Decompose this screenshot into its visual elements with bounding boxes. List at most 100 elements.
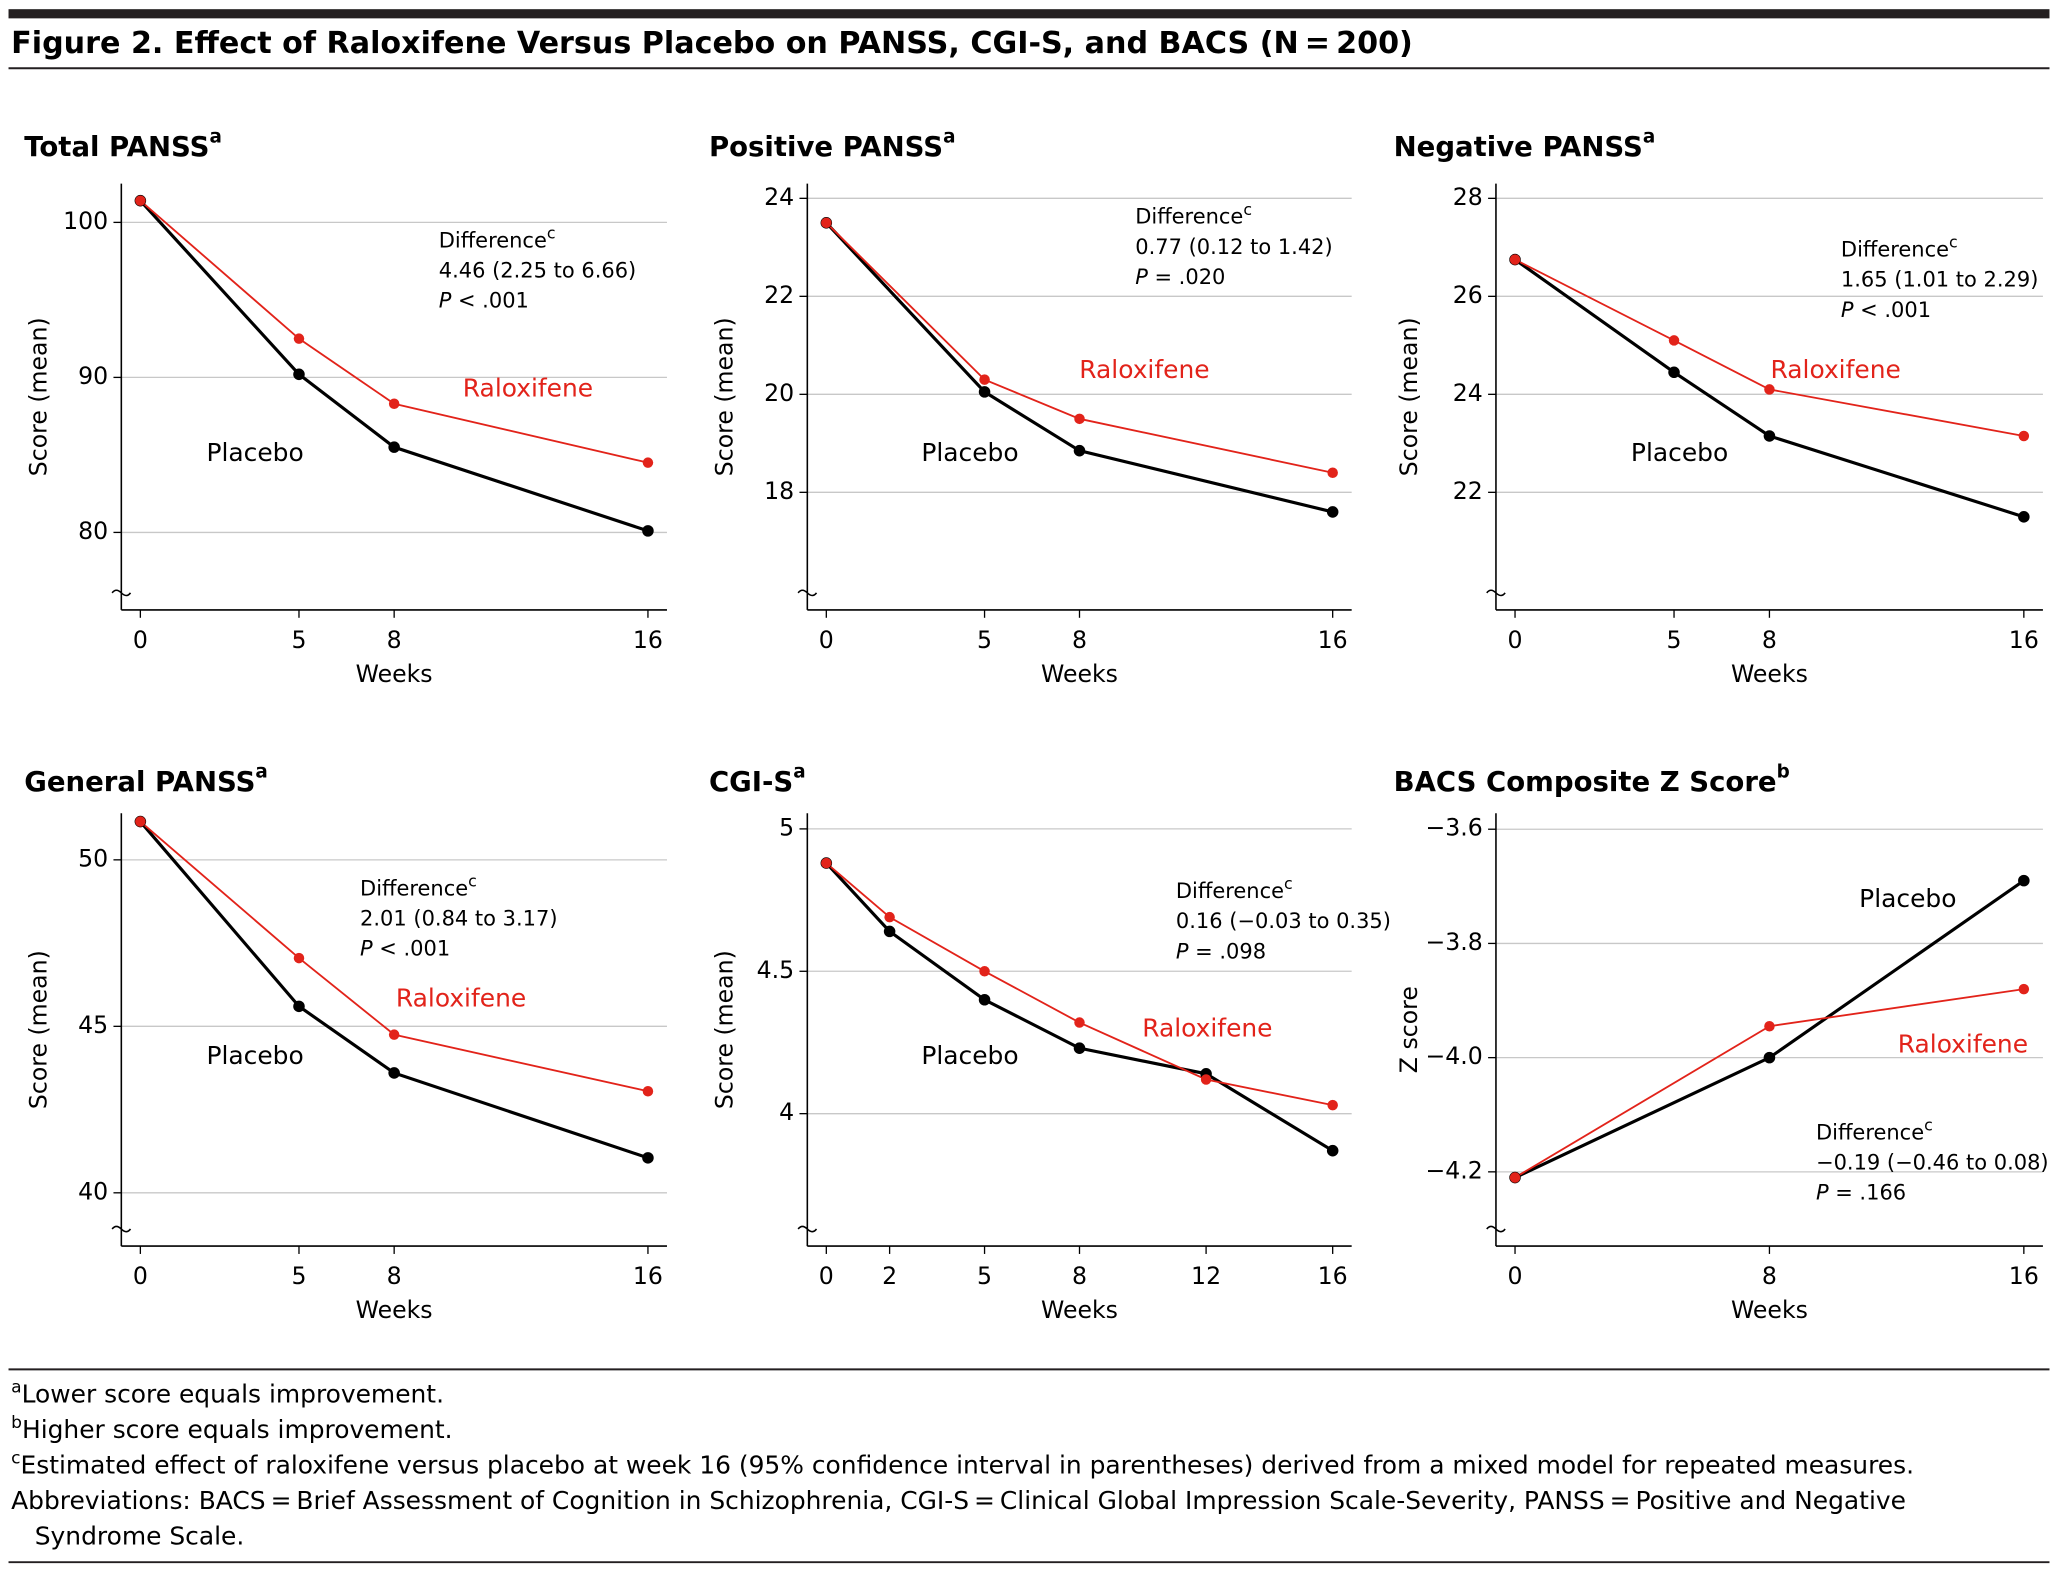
annotation-superscript: c: [1949, 232, 1958, 251]
x-tick-label: 0: [1508, 1262, 1523, 1290]
point: [978, 386, 991, 398]
panel-title: Negative PANSSa: [1394, 127, 1656, 163]
point: [1327, 467, 1338, 478]
annotation-label: Differencec: [1816, 1115, 1933, 1144]
panel-title: BACS Composite Z Scoreb: [1394, 762, 1790, 798]
x-tick-label: 12: [1191, 1262, 1221, 1290]
point: [388, 1029, 400, 1040]
annotation-estimate: 4.46 (2.25 to 6.66): [439, 259, 636, 283]
point: [2018, 511, 2030, 523]
y-axis-label: Score (mean): [711, 317, 739, 476]
annotation-text: Difference: [360, 876, 468, 900]
series-label: Placebo: [206, 1041, 303, 1070]
annotation-estimate: −0.19 (−0.46 to 0.08): [1816, 1150, 2049, 1174]
title-superscript: a: [793, 762, 805, 783]
point: [2018, 983, 2030, 995]
annotation-p: P = .020: [1135, 265, 1225, 289]
axis-break: [111, 1225, 132, 1233]
series-label: Placebo: [921, 1041, 1018, 1070]
axis-break: [797, 1225, 818, 1233]
annotation-label: Differencec: [439, 223, 556, 252]
point: [1509, 1172, 1521, 1183]
point: [2018, 874, 2030, 887]
figure-title: Figure 2. Effect of Raloxifene Versus Pl…: [11, 26, 1413, 61]
series-line: [139, 199, 649, 464]
p-value: = .166: [1835, 1181, 1906, 1205]
p-symbol: P: [439, 289, 452, 313]
point: [642, 1152, 654, 1164]
annotation-superscript: c: [1924, 1115, 1933, 1134]
annotation-label: Differencec: [1176, 874, 1293, 903]
x-tick-label: 8: [1072, 1262, 1087, 1290]
title-superscript: a: [1643, 127, 1655, 148]
panel-title: Total PANSSa: [24, 127, 222, 163]
annotation-text: Difference: [1176, 879, 1284, 903]
point: [642, 457, 654, 468]
point: [1074, 413, 1085, 425]
point: [135, 816, 146, 827]
series-line: [825, 861, 1334, 1153]
axis-break: [111, 589, 132, 597]
point: [1326, 1144, 1339, 1157]
x-axis-label: Weeks: [356, 1296, 433, 1324]
x-tick-label: 16: [633, 1262, 663, 1290]
series-label: Raloxifene: [396, 983, 526, 1012]
annotation-text: Difference: [1816, 1120, 1924, 1144]
series-line: [825, 862, 1333, 1107]
point: [1073, 444, 1086, 457]
point: [1763, 1051, 1776, 1064]
series-label: Raloxifene: [1142, 1014, 1272, 1043]
annotation-estimate: 1.65 (1.01 to 2.29): [1841, 268, 2038, 292]
series-label: Placebo: [206, 438, 303, 467]
point: [884, 911, 895, 923]
x-axis-label: Weeks: [1731, 660, 1808, 688]
p-value: = .098: [1195, 939, 1266, 963]
y-axis-label: Z score: [1395, 986, 1423, 1073]
footnote-mark: a: [11, 1378, 21, 1398]
footnote: Abbreviations: BACS = Brief Assessment o…: [11, 1486, 1906, 1515]
annotation-p: P < .001: [1841, 298, 1931, 322]
point: [2018, 430, 2030, 442]
point: [1200, 1074, 1212, 1085]
x-tick-label: 8: [1762, 1262, 1777, 1290]
point: [642, 525, 654, 537]
series-label: Placebo: [1631, 438, 1728, 467]
annotation-text: Difference: [1841, 238, 1949, 262]
y-tick-label: 5: [779, 813, 794, 841]
x-tick-label: 0: [819, 1262, 834, 1290]
point: [642, 1086, 654, 1097]
point: [388, 441, 400, 453]
series-line: [1514, 258, 2024, 437]
x-tick-label: 5: [977, 626, 992, 654]
annotation-text: Difference: [1135, 205, 1243, 229]
point: [883, 925, 896, 938]
top-bar: [8, 9, 2050, 19]
y-tick-label: −4.0: [1426, 1042, 1483, 1070]
x-tick-label: 16: [633, 626, 663, 654]
title-text: CGI-S: [709, 766, 793, 798]
x-tick-label: 5: [291, 1262, 306, 1290]
x-tick-label: 2: [882, 1262, 897, 1290]
p-symbol: P: [360, 937, 373, 961]
annotation-label: Differencec: [1841, 232, 1958, 261]
series-line: [1514, 258, 2025, 519]
x-tick-label: 5: [1667, 626, 1682, 654]
x-tick-label: 0: [1508, 626, 1523, 654]
y-tick-label: 20: [764, 379, 794, 407]
series-label: Raloxifene: [1898, 1029, 2028, 1058]
series-line: [1514, 988, 2024, 1179]
point: [1327, 1099, 1338, 1111]
x-tick-label: 0: [819, 626, 834, 654]
p-value: < .001: [379, 937, 450, 961]
point: [979, 966, 990, 977]
series-line: [139, 199, 649, 533]
point: [1073, 1042, 1086, 1054]
point: [293, 952, 305, 964]
annotation-label: Differencec: [1135, 199, 1252, 228]
y-tick-label: 24: [1453, 379, 1483, 407]
x-axis-label: Weeks: [1041, 1296, 1118, 1324]
annotation-p: P = .166: [1816, 1181, 1906, 1205]
y-axis-label: Score (mean): [1395, 317, 1423, 476]
footnote: aLower score equals improvement.: [11, 1378, 444, 1409]
annotation-label: Differencec: [360, 871, 477, 900]
